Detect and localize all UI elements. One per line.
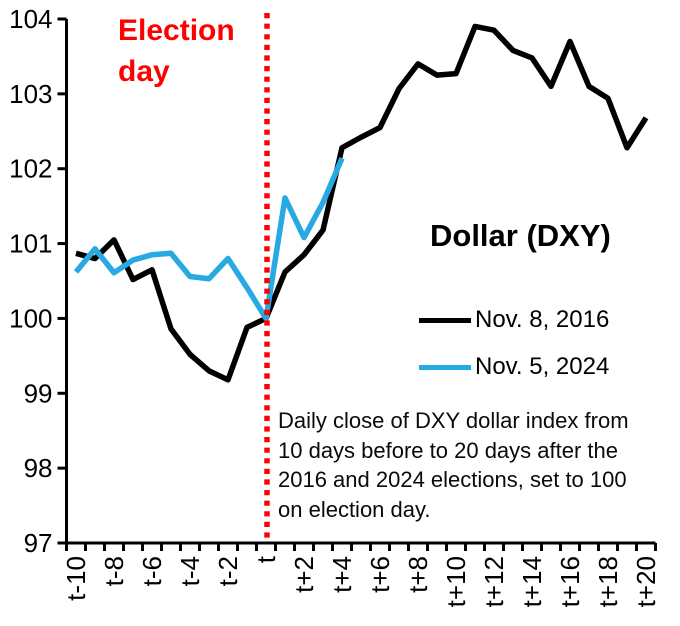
svg-text:97: 97 <box>24 528 53 558</box>
svg-text:101: 101 <box>9 229 52 259</box>
svg-text:t+2: t+2 <box>289 556 319 593</box>
svg-text:99: 99 <box>24 378 53 408</box>
legend-item-2016: Nov. 8, 2016 <box>419 305 609 335</box>
svg-text:103: 103 <box>9 79 52 109</box>
svg-text:104: 104 <box>9 4 52 34</box>
svg-text:t+10: t+10 <box>441 556 471 607</box>
svg-text:98: 98 <box>24 453 53 483</box>
legend-label-2024: Nov. 5, 2024 <box>475 353 610 380</box>
caption-line-3: 2016 and 2024 elections, set to 100 <box>278 467 627 492</box>
svg-text:102: 102 <box>9 154 52 184</box>
caption-line-1: Daily close of DXY dollar index from <box>278 408 629 433</box>
svg-text:t: t <box>251 555 281 563</box>
svg-text:t+6: t+6 <box>365 556 395 593</box>
svg-text:t-8: t-8 <box>99 556 129 586</box>
legend-label-2016: Nov. 8, 2016 <box>475 306 610 333</box>
svg-text:t-4: t-4 <box>175 556 205 586</box>
svg-text:t-10: t-10 <box>61 556 91 601</box>
chart-title: Dollar (DXY) <box>430 218 611 253</box>
legend-swatch-2016-line <box>419 317 471 323</box>
caption-line-2: 10 days before to 20 days after the <box>278 437 619 463</box>
svg-text:t+16: t+16 <box>555 556 585 607</box>
svg-text:t-6: t-6 <box>137 556 167 586</box>
election-day-line2: day <box>118 55 170 88</box>
election-day-annotation: Election day <box>118 10 235 92</box>
svg-text:t+14: t+14 <box>517 556 547 607</box>
svg-text:100: 100 <box>9 303 52 333</box>
legend-item-2024: Nov. 5, 2024 <box>419 352 609 382</box>
svg-text:t+4: t+4 <box>327 556 357 593</box>
legend-swatch-2024-line <box>419 364 471 370</box>
svg-text:t+20: t+20 <box>631 556 661 607</box>
legend: Nov. 8, 2016 Nov. 5, 2024 <box>419 305 609 399</box>
svg-text:t+8: t+8 <box>403 556 433 593</box>
svg-text:t+18: t+18 <box>593 556 623 607</box>
election-day-line1: Election <box>118 14 235 47</box>
svg-text:t-2: t-2 <box>213 556 243 586</box>
caption-line-4: on election day. <box>278 496 431 522</box>
svg-text:t+12: t+12 <box>479 556 509 607</box>
chart-caption: Daily close of DXY dollar index from 10 … <box>278 406 680 524</box>
